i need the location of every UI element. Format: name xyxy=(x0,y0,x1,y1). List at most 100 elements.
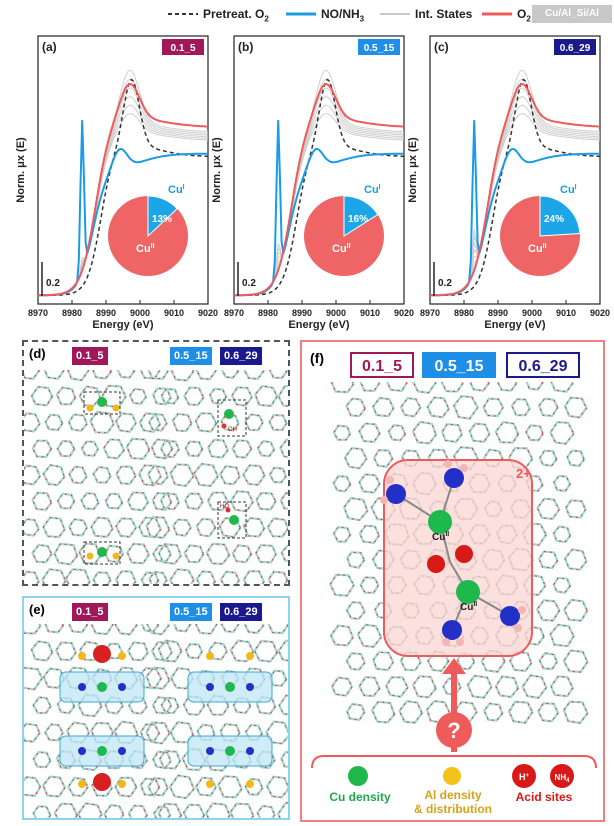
framework-oxygen xyxy=(158,543,182,565)
framework-oxygen xyxy=(522,674,547,699)
panel-tag: (c) xyxy=(434,40,449,54)
framework-oxygen xyxy=(31,386,53,406)
framework-ring xyxy=(482,397,505,418)
framework-ring xyxy=(114,412,138,433)
framework-oxygen xyxy=(31,640,53,662)
framework-ring xyxy=(43,370,65,380)
framework-ring xyxy=(114,517,138,538)
framework-ring xyxy=(91,370,113,380)
framework-oxygen xyxy=(357,624,382,648)
framework-ring xyxy=(169,568,195,584)
framework-oxygen xyxy=(24,667,43,691)
pie-slice-cu1 xyxy=(147,195,178,238)
x-tick-label: 8970 xyxy=(28,308,48,318)
panel-d-badge-2: 0.6_29 xyxy=(220,347,262,365)
pie-cu1-label: CuI xyxy=(364,184,381,196)
framework-ring xyxy=(126,542,151,565)
legend-label-o2: O2 xyxy=(517,7,531,24)
framework-ring xyxy=(113,624,139,636)
framework-ring xyxy=(89,410,115,434)
framework-ring xyxy=(92,571,112,584)
pie-cu2-label: CuII xyxy=(136,243,155,255)
framework-oxygen xyxy=(92,466,112,484)
pie-slice-cu1 xyxy=(343,195,379,237)
x-axis-label: Energy (eV) xyxy=(484,319,545,331)
framework-oxygen xyxy=(268,414,288,431)
framework-ring xyxy=(24,570,40,584)
framework-ring xyxy=(494,675,520,699)
framework-oxygen xyxy=(522,522,547,546)
framework-ring xyxy=(159,492,181,511)
framework-oxygen xyxy=(549,421,575,445)
framework-ring xyxy=(242,516,266,538)
framework-oxygen xyxy=(374,602,392,619)
framework-ring xyxy=(276,801,288,818)
framework-oxygen xyxy=(115,517,137,538)
framework-oxygen xyxy=(482,398,504,417)
x-tick-label: 9000 xyxy=(522,308,542,318)
framework-oxygen xyxy=(553,475,571,492)
framework-ring xyxy=(104,492,124,510)
framework-oxygen xyxy=(161,697,179,714)
framework-oxygen xyxy=(145,721,171,745)
x-tick-label: 8980 xyxy=(454,308,474,318)
framework-oxygen xyxy=(539,450,558,467)
framework-oxygen xyxy=(148,413,168,432)
framework-ring xyxy=(103,803,125,818)
framework-ring xyxy=(277,384,288,408)
framework-oxygen xyxy=(566,450,585,467)
framework-ring xyxy=(147,776,169,797)
framework-oxygen xyxy=(481,649,506,673)
x-tick-label: 9010 xyxy=(556,308,576,318)
framework-ring xyxy=(358,473,381,494)
panel-d-tag: (d) xyxy=(29,346,46,361)
framework-ring xyxy=(372,448,394,468)
framework-ring xyxy=(496,382,518,392)
framework-oxygen xyxy=(346,652,366,671)
framework-oxygen xyxy=(243,570,265,584)
panel-e-badge-1: 0.5_15 xyxy=(170,603,212,621)
framework-oxygen xyxy=(173,624,191,632)
framework-oxygen xyxy=(525,424,544,441)
framework-ring xyxy=(358,524,381,545)
framework-oxygen xyxy=(220,414,240,432)
framework-oxygen xyxy=(185,643,203,659)
cu-label-2: CuII xyxy=(460,601,477,613)
framework-oxygen xyxy=(206,543,230,565)
al-atom xyxy=(86,404,94,412)
panel-d-box: (d) 0.1_5 0.5_15 0.6_29 OH HO xyxy=(22,340,290,586)
sample-badge-label: 0.6_29 xyxy=(560,43,591,54)
framework-ring xyxy=(207,641,229,661)
framework-oxygen xyxy=(346,551,365,569)
framework-oxygen xyxy=(24,776,41,797)
framework-ring xyxy=(229,639,255,663)
framework-ring xyxy=(330,382,355,394)
site-box xyxy=(83,541,121,565)
question-mark: ? xyxy=(447,718,460,743)
legend-label-pretreat: Pretreat. O2 xyxy=(203,7,269,24)
framework-ring xyxy=(204,802,231,818)
x-tick-label: 9020 xyxy=(394,308,414,318)
framework-oxygen xyxy=(333,425,351,441)
xanes-panel-0: 8970 8980 8990 9000 9010 9020 Energy (eV) Norm.… xyxy=(15,35,218,331)
framework-oxygen xyxy=(564,548,587,571)
framework-ring xyxy=(277,639,288,662)
framework-oxygen xyxy=(114,666,138,690)
framework-ring xyxy=(535,599,561,622)
framework-ring xyxy=(68,465,88,485)
framework-ring xyxy=(330,676,354,697)
framework-oxygen xyxy=(553,577,571,594)
al-atom xyxy=(112,552,120,560)
al-atom xyxy=(112,404,120,412)
framework-oxygen xyxy=(219,723,241,742)
sample-badge-label: 0.5_15 xyxy=(364,43,395,54)
framework-oxygen xyxy=(398,700,423,724)
framework-ring xyxy=(24,370,41,380)
panel-e-badge-2: 0.6_29 xyxy=(220,603,262,621)
framework-oxygen xyxy=(68,466,88,484)
pie-cu1-pct: 16% xyxy=(348,214,368,225)
pie-cu1-pct: 24% xyxy=(544,214,564,225)
framework-ring xyxy=(43,723,65,742)
framework-ring xyxy=(205,542,231,566)
x-tick-label: 8980 xyxy=(258,308,278,318)
